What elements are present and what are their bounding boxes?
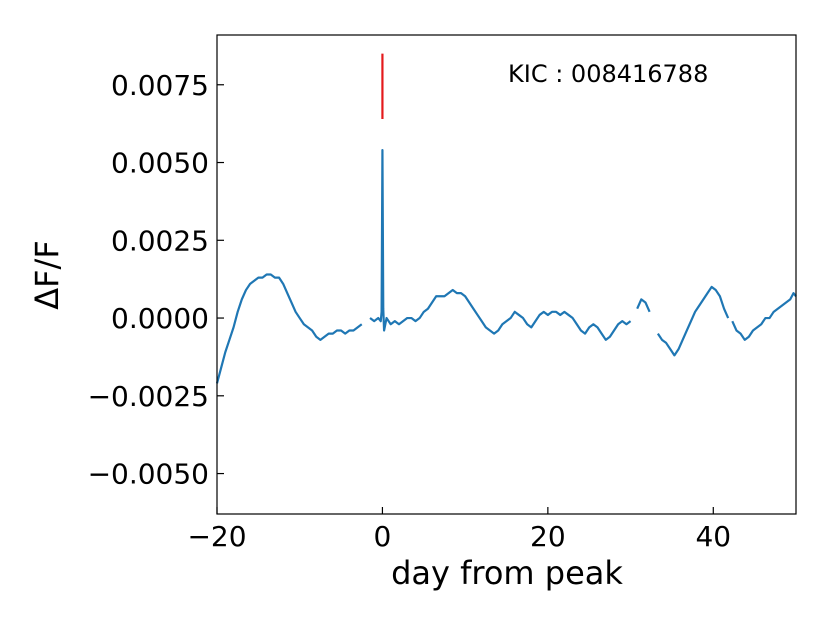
y-tick-label: −0.0025 — [88, 380, 209, 413]
plot-frame — [216, 34, 797, 515]
series-line-segment — [369, 148, 632, 341]
y-tick-label: 0.0075 — [111, 69, 209, 102]
series-line-segment — [656, 285, 730, 357]
kic-annotation: KIC : 008416788 — [508, 60, 708, 88]
y-axis-label: ΔF/F — [28, 240, 66, 309]
x-tick-label: −20 — [187, 520, 246, 553]
x-tick-label: 40 — [695, 520, 731, 553]
x-tick-label: 0 — [374, 520, 392, 553]
y-tick-label: 0.0025 — [111, 224, 209, 257]
series-line-segment — [636, 298, 651, 313]
y-tick-label: 0.0050 — [111, 147, 209, 180]
series-line-segment — [731, 292, 797, 341]
x-axis-label: day from peak — [391, 554, 623, 592]
x-tick-label: 20 — [530, 520, 566, 553]
series-layer — [215, 148, 797, 384]
y-tick-label: 0.0000 — [111, 302, 209, 335]
y-axis-ticks: −0.0050 −0.0025 0.0000 0.0025 0.0050 0.0075 — [88, 69, 224, 491]
y-tick-label: −0.0050 — [88, 458, 209, 491]
series-line-segment — [215, 273, 363, 384]
x-axis-ticks: −20 0 20 40 — [187, 507, 731, 553]
